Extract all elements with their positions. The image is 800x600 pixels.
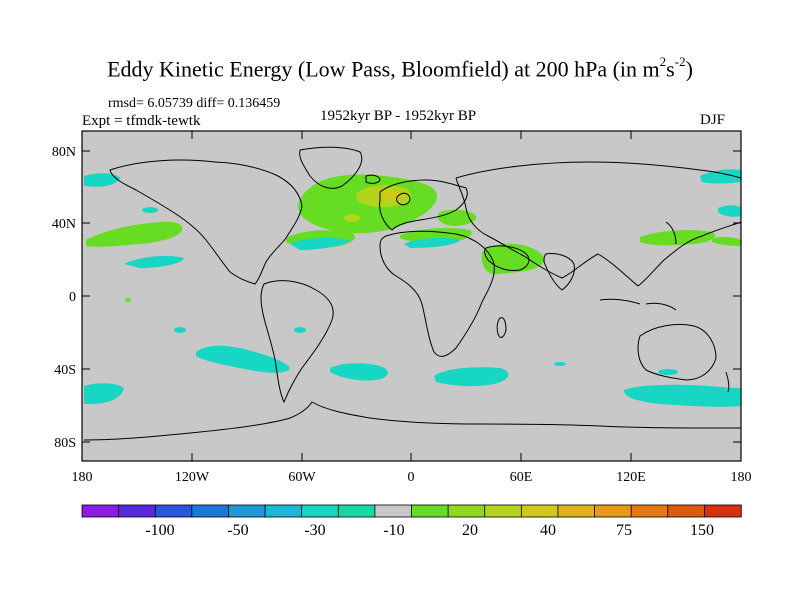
colorbar-label-40: 40: [540, 522, 556, 539]
australia-coastline: [637, 323, 717, 381]
pacific-east-positive-band: [712, 236, 741, 246]
colorbar-label-75: 75: [616, 522, 632, 539]
cyan-spot-east-pacific: [658, 369, 678, 375]
period-label: 1952kyr BP - 1952kyr BP: [320, 108, 477, 124]
plot-title: Eddy Kinetic Energy (Low Pass, Bloomfiel…: [107, 54, 693, 82]
lon-label-60w: 60W: [288, 470, 316, 485]
europe-coastline: [379, 179, 468, 231]
colorbar-label-minus10: -10: [383, 522, 404, 539]
colorbar-swatch: [154, 504, 193, 518]
colorbar-label-150: 150: [690, 522, 714, 539]
colorbar-swatch: [594, 504, 632, 518]
colorbar-swatch: [447, 504, 486, 518]
colorbar-swatch: [81, 504, 120, 518]
indonesia-coastline: [599, 298, 677, 311]
colorbar-label-minus30: -30: [304, 522, 325, 539]
southern-indian-negative-band: [434, 367, 509, 387]
lon-label-120w: 120W: [175, 470, 210, 485]
lat-label-80n: 80N: [52, 145, 76, 160]
antarctica-coastline: [83, 401, 741, 441]
lat-label-80s: 80S: [54, 436, 76, 451]
colorbar-swatch: [191, 504, 230, 518]
madagascar-coastline: [496, 317, 507, 338]
lat-label-40n: 40N: [52, 217, 76, 232]
south-pacific-west-negative-band: [84, 383, 124, 404]
southern-ocean-negative-band: [624, 384, 741, 407]
lon-label-120e: 120E: [616, 470, 646, 485]
latitude-ticks: [82, 150, 741, 443]
north-atlantic-peak: [382, 190, 403, 201]
colorbar-swatch: [301, 504, 339, 518]
colorbar-label-minus100: -100: [145, 522, 174, 539]
south-america-coastline: [260, 280, 334, 404]
colorbar-swatch: [484, 504, 523, 518]
colorbar-swatch: [703, 504, 742, 518]
east-asia-positive-band: [640, 229, 716, 246]
colorbar-label-minus50: -50: [227, 522, 248, 539]
east-pacific-negative-blob: [718, 205, 741, 217]
south-pacific-negative-band: [196, 345, 290, 373]
experiment-label: Expt = tfmdk-tewtk: [82, 113, 201, 129]
lon-label-180w: 180: [72, 470, 93, 485]
green-spot-north-pacific: [125, 298, 131, 302]
colorbar-swatch: [337, 504, 376, 518]
stats-line: rmsd= 6.05739 diff= 0.136459: [108, 96, 281, 111]
lat-label-40s: 40S: [54, 363, 76, 378]
colorbar-swatch: [374, 504, 413, 518]
south-atlantic-negative-band: [330, 363, 388, 381]
longitude-ticks: [81, 131, 742, 461]
colorbar: [81, 504, 742, 518]
japan-coastline: [665, 221, 677, 245]
colorbar-swatch: [118, 504, 156, 518]
atlantic-negative-band: [290, 237, 350, 250]
indian-negative-band: [404, 237, 460, 248]
arctic-negative-region-east: [700, 169, 741, 184]
arabia-coastline: [484, 245, 530, 271]
lon-label-180e: 180: [731, 470, 752, 485]
greenland-coastline: [299, 146, 363, 189]
india-coastline: [543, 253, 575, 291]
colorbar-swatch: [264, 504, 303, 518]
cyan-spot-north-pacific: [142, 207, 158, 213]
coastlines: [83, 146, 742, 441]
lon-label-0: 0: [408, 470, 415, 485]
colorbar-swatch: [411, 504, 449, 518]
anomaly-shading: [84, 169, 741, 407]
colorbar-swatch: [228, 504, 266, 518]
colorbar-swatch: [630, 504, 669, 518]
pacific-negative-band: [124, 256, 184, 268]
colorbar-swatch: [557, 504, 596, 518]
british-isles-coastline: [396, 192, 411, 206]
arctic-negative-region-west: [84, 173, 120, 187]
africa-coastline: [379, 230, 495, 357]
colorbar-swatch: [667, 504, 706, 518]
colorbar-swatch: [520, 504, 559, 518]
asia-coastline: [455, 161, 742, 287]
cyan-spot-indian-ocean: [554, 362, 566, 366]
lon-label-60e: 60E: [510, 470, 533, 485]
new-zealand-coastline: [725, 371, 730, 393]
cyan-spot-south-pacific: [294, 327, 306, 333]
north-america-coastline: [109, 159, 303, 285]
north-atlantic-small-core: [344, 214, 360, 222]
lat-label-equator: 0: [69, 290, 76, 305]
north-pacific-positive-band: [86, 221, 183, 247]
colorbar-label-20: 20: [462, 522, 478, 539]
iceland-coastline: [365, 174, 381, 184]
cyan-spot-pacific: [174, 327, 186, 333]
season-label: DJF: [700, 112, 726, 128]
